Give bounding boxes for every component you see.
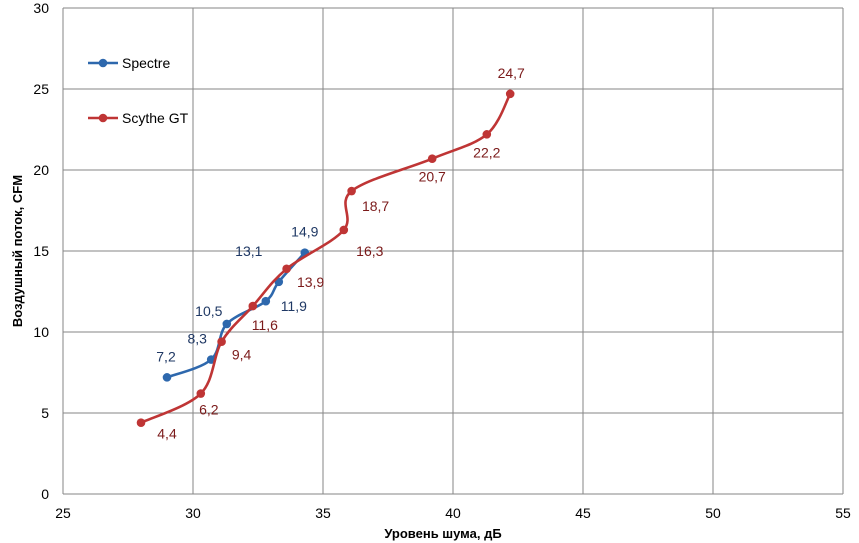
y-tick-label: 10 xyxy=(33,324,49,340)
data-point-scythe-gt xyxy=(282,264,291,274)
legend-marker-scythe-gt xyxy=(98,113,108,123)
data-label-scythe-gt: 22,2 xyxy=(473,144,500,160)
y-axis-title: Воздушный поток, CFM xyxy=(10,175,25,327)
data-label-scythe-gt: 4,4 xyxy=(157,426,177,442)
data-label-scythe-gt: 18,7 xyxy=(362,198,389,214)
y-tick-label: 30 xyxy=(33,0,49,16)
legend-label-scythe-gt: Scythe GT xyxy=(122,110,189,126)
legend-item-scythe-gt: Scythe GT xyxy=(88,110,189,126)
series-layer: 7,2 8,3 10,5 11,9 13,1 14,9 4,4 6,2 9,411,6 13,9 1… xyxy=(136,65,525,442)
y-tick-labels: 0 5 10 15 20 25 30 xyxy=(33,0,49,502)
data-point-scythe-gt xyxy=(136,418,146,428)
x-tick-label: 45 xyxy=(575,505,591,521)
legend: Spectre Scythe GT xyxy=(88,55,189,126)
legend-item-spectre: Spectre xyxy=(88,55,170,71)
series-scythe-gt: 4,4 6,2 9,411,6 13,9 16,3 18,7 20,7 22,2 24,7 xyxy=(136,65,525,442)
y-tick-label: 25 xyxy=(33,81,49,97)
x-axis-title: Уровень шума, дБ xyxy=(384,526,501,541)
x-tick-label: 25 xyxy=(55,505,71,521)
data-label-spectre: 11,9 xyxy=(281,298,307,314)
grid-lines xyxy=(62,7,844,495)
y-tick-label: 0 xyxy=(41,486,49,502)
data-point-spectre xyxy=(261,296,271,306)
data-point-scythe-gt xyxy=(505,89,515,99)
data-point-spectre xyxy=(162,373,172,382)
data-point-scythe-gt xyxy=(217,337,226,347)
data-point-scythe-gt xyxy=(339,225,349,235)
legend-marker-spectre xyxy=(98,58,108,68)
data-label-spectre: 7,2 xyxy=(156,348,176,364)
legend-label-spectre: Spectre xyxy=(122,55,170,71)
data-point-spectre xyxy=(222,319,232,329)
data-label-scythe-gt: 6,2 xyxy=(199,402,219,418)
y-tick-label: 15 xyxy=(33,243,49,259)
data-label-spectre: 10,5 xyxy=(195,303,222,319)
series-spectre: 7,2 8,3 10,5 11,9 13,1 14,9 xyxy=(156,224,319,382)
data-point-scythe-gt xyxy=(347,186,356,196)
x-tick-label: 40 xyxy=(445,505,461,521)
data-point-scythe-gt xyxy=(196,389,206,398)
data-point-scythe-gt xyxy=(482,130,492,139)
y-tick-label: 5 xyxy=(41,405,49,421)
data-label-spectre: 13,1 xyxy=(235,243,262,259)
data-label-spectre: 14,9 xyxy=(291,224,318,240)
data-label-scythe-gt: 16,3 xyxy=(356,243,383,259)
data-label-scythe-gt: 9,4 xyxy=(232,347,252,363)
data-label-scythe-gt: 11,6 xyxy=(252,317,278,333)
x-tick-labels: 25 30 35 40 45 50 55 xyxy=(55,505,851,521)
series-line-scythe-gt xyxy=(140,93,512,424)
data-label-spectre: 8,3 xyxy=(187,331,207,347)
y-tick-label: 20 xyxy=(33,162,49,178)
x-tick-label: 55 xyxy=(835,505,851,521)
x-tick-label: 35 xyxy=(315,505,331,521)
data-label-scythe-gt: 24,7 xyxy=(498,65,525,81)
data-label-scythe-gt: 13,9 xyxy=(297,274,324,290)
data-label-scythe-gt: 20,7 xyxy=(419,169,446,185)
x-tick-label: 50 xyxy=(705,505,721,521)
data-point-scythe-gt xyxy=(248,301,258,311)
x-tick-label: 30 xyxy=(185,505,201,521)
data-point-scythe-gt xyxy=(427,154,437,163)
